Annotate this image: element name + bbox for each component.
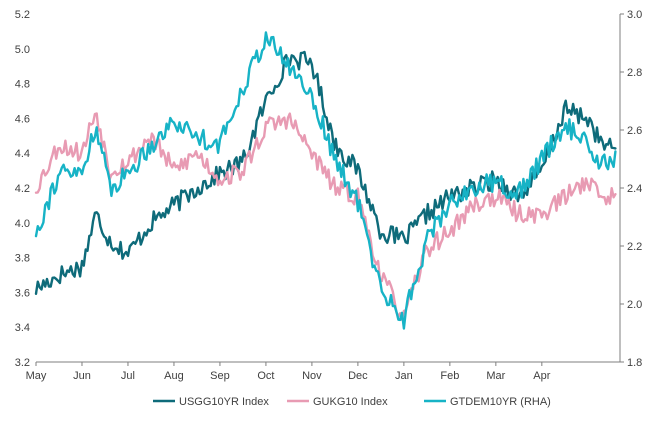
- axes: May Jun Jul Aug Sep Oct Nov Dec Jan Feb Mar Apr 3.2 3…: [15, 9, 643, 382]
- left-y-tick-label: 4.4: [15, 148, 30, 160]
- legend-label: GUKG10 Index: [313, 396, 388, 408]
- left-y-tick-label: 3.8: [15, 253, 30, 265]
- left-y-tick-label: 4.6: [15, 113, 30, 125]
- right-y-tick-label: 3.0: [627, 9, 642, 21]
- x-tick-label: Jan: [395, 370, 413, 382]
- right-y-tick-label: 1.8: [627, 357, 642, 369]
- legend: USGG10YR Index GUKG10 Index GTDEM10YR (RHA…: [153, 396, 551, 408]
- right-y-tick-label: 2.4: [627, 183, 642, 195]
- x-tick-label: Aug: [164, 370, 184, 382]
- right-y-tick-label: 2.6: [627, 125, 642, 137]
- legend-label: USGG10YR Index: [179, 396, 269, 408]
- left-y-tick-label: 5.0: [15, 44, 30, 56]
- left-y-tick-label: 4.8: [15, 79, 30, 91]
- x-tick-label: Apr: [533, 370, 550, 382]
- left-y-tick-label: 4.0: [15, 218, 30, 230]
- right-y-tick-label: 2.2: [627, 241, 642, 253]
- series-line-0: [34, 50, 617, 295]
- x-tick-label: Jun: [73, 370, 91, 382]
- x-tick-label: Mar: [486, 370, 505, 382]
- legend-label: GTDEM10YR (RHA): [450, 396, 551, 408]
- left-y-tick-label: 3.4: [15, 322, 30, 334]
- x-tick-label: May: [26, 370, 47, 382]
- series-line-2: [34, 31, 617, 330]
- right-y-tick-label: 2.8: [627, 67, 642, 79]
- left-y-tick-label: 3.6: [15, 287, 30, 299]
- left-y-tick-label: 4.2: [15, 183, 30, 195]
- series-line-1: [34, 112, 617, 321]
- x-tick-label: Dec: [348, 370, 368, 382]
- x-tick-label: Sep: [210, 370, 230, 382]
- x-tick-label: Nov: [302, 370, 322, 382]
- series-lines: [34, 31, 617, 330]
- x-tick-label: Feb: [440, 370, 459, 382]
- right-y-tick-label: 2.0: [627, 299, 642, 311]
- x-tick-label: Oct: [257, 370, 274, 382]
- left-y-tick-label: 5.2: [15, 9, 30, 21]
- left-y-tick-label: 3.2: [15, 357, 30, 369]
- x-tick-label: Jul: [121, 370, 135, 382]
